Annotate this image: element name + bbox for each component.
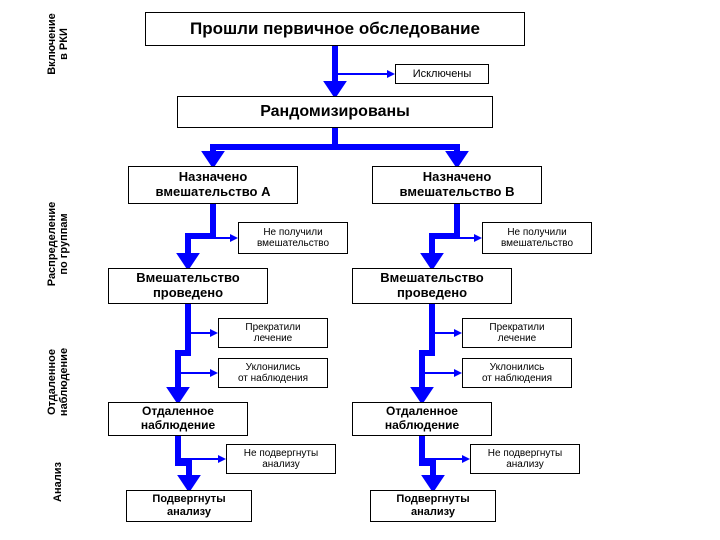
n-anA: Подвергнутыанализу [126, 490, 252, 522]
n-stopA: Прекратилилечение [218, 318, 328, 348]
n-lostB: Уклонилисьот наблюдения [462, 358, 572, 388]
n-randomized: Рандомизированы [177, 96, 493, 128]
n-assignA: Назначеновмешательство А [128, 166, 298, 204]
n-doneB: Вмешательствопроведено [352, 268, 512, 304]
n-fuB: Отдаленноенаблюдение [352, 402, 492, 436]
sl-inclusion: Включениев РКИ [46, 0, 70, 104]
n-doneA: Вмешательствопроведено [108, 268, 268, 304]
n-noanB: Не подвергнутыанализу [470, 444, 580, 474]
n-assignB: Назначеновмешательство B [372, 166, 542, 204]
n-fuA: Отдаленноенаблюдение [108, 402, 248, 436]
n-excluded: Исключены [395, 64, 489, 84]
n-noB: Не получиливмешательство [482, 222, 592, 254]
n-lostA: Уклонилисьот наблюдения [218, 358, 328, 388]
sl-analysis: Анализ [52, 432, 64, 532]
n-noA: Не получиливмешательство [238, 222, 348, 254]
flowchart-canvas: Прошли первичное обследование Исключены Ра… [0, 0, 720, 540]
n-noanA: Не подвергнутыанализу [226, 444, 336, 474]
n-anB: Подвергнутыанализу [370, 490, 496, 522]
n-screened: Прошли первичное обследование [145, 12, 525, 46]
n-stopB: Прекратилилечение [462, 318, 572, 348]
